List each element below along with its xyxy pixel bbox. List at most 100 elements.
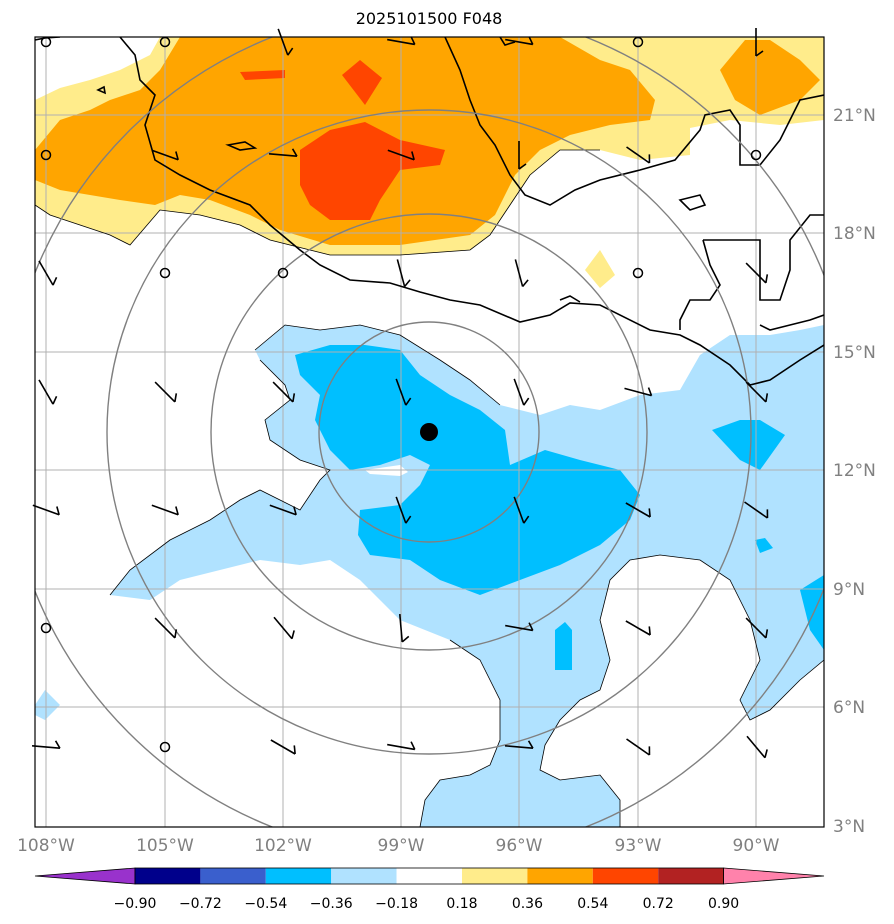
colorbar-tick: 0.54 [577,896,608,912]
lat-label: 21°N [833,106,876,126]
field-positive-light-spot [585,250,615,288]
wind-barb-icon [32,504,60,516]
colorbar-low-extend [34,867,136,885]
plot-frame [34,36,825,828]
lat-label: 6°N [833,698,865,718]
field-positive-high-3 [240,70,285,80]
colorbar-segment [135,868,201,884]
field-negative-mid-small [555,622,572,670]
wind-barb-icon [387,36,416,46]
wind-barb-icon [518,141,527,170]
wind-barb-icon [154,617,178,639]
field-negative-mid-dot [755,538,773,553]
colorbar-segment [658,868,724,884]
wind-barb-icon [626,146,651,164]
lon-label: 96°W [496,836,543,856]
colorbar-segment [200,868,266,884]
lat-label: 9°N [833,580,865,600]
lon-label: 102°W [254,836,312,856]
wind-barb-icon [745,381,769,403]
colorbar-tick: 0.36 [512,896,543,912]
colorbar-tick: 0.72 [643,896,674,912]
lat-label: 18°N [833,224,876,244]
colorbar-segment [265,868,332,884]
colorbar-segment [462,868,528,884]
wind-barbs [31,28,769,759]
colorbar: −0.90 −0.72 −0.54 −0.36 −0.18 0.18 0.36 … [34,867,825,912]
colorbar-outline [134,867,724,885]
colorbar-tick: 0.90 [708,896,739,912]
field-negative-mid-east [712,420,785,470]
wind-barb-icon [38,379,58,405]
colorbar-tick: −0.90 [114,896,157,912]
wind-barb-icon [505,622,534,632]
wind-barb-icon [745,262,769,284]
wind-barb-icon [744,501,769,519]
wind-barb-icon [395,496,412,524]
wind-barb-icon [269,504,297,516]
lat-label: 15°N [833,343,876,363]
field-negative-mid-se [800,575,824,650]
colorbar-segment [396,868,462,884]
field-contours [35,149,824,827]
calm-icon [277,267,289,279]
lat-label: 12°N [833,461,876,481]
wind-barb-icon [625,502,651,518]
latitude-labels: 21°N 18°N 15°N 12°N 9°N 6°N 3°N [833,106,876,837]
wind-barb-icon [151,149,179,161]
map-title: 2025101500 F048 [355,9,503,28]
wind-barb-icon [513,496,530,524]
lon-label: 108°W [17,836,75,856]
colorbar-tick: −0.36 [310,896,353,912]
lon-label: 105°W [136,836,194,856]
lon-label: 93°W [615,836,662,856]
colorbar-segment [592,868,659,884]
shaded-field [35,37,824,827]
wind-barb-icon [38,260,58,286]
field-positive-high-2 [342,60,382,105]
wind-barb-icon [270,739,296,755]
wind-barb-icon [395,378,412,406]
colorbar-segment [527,868,593,884]
wind-barb-icon [387,149,415,161]
wind-barb-icon [513,378,530,406]
wind-barb-icon [273,616,295,640]
storm-center-marker [420,423,438,441]
colorbar-segment [331,868,397,884]
wind-barb-icon [504,740,534,750]
calm-icon [159,267,171,279]
lon-label: 90°W [733,836,780,856]
wind-barb-icon [268,148,298,158]
calm-icon [632,267,644,279]
calm-icon [40,149,52,161]
field-negative-light-west [35,690,60,720]
range-rings [35,37,824,827]
wind-barb-icon [396,259,411,288]
field-positive-mid-east [720,40,820,115]
wind-barb-icon [387,741,416,751]
colorbar-tick: 0.18 [446,896,477,912]
wind-barb-icon [151,504,179,516]
longitude-labels: 108°W 105°W 102°W 99°W 96°W 93°W 90°W [17,836,780,856]
wind-barb-icon [514,259,529,288]
wind-barb-icon [624,387,653,397]
wind-barb-icon [755,28,764,57]
wind-barb-icon [277,28,294,56]
colorbar-tick: −0.72 [179,896,222,912]
wind-barb-icon [505,36,534,46]
wind-barb-icon [31,740,61,750]
wind-barb-icon [398,613,410,643]
wind-barb-icon [154,381,178,403]
calm-icon [750,149,762,161]
calm-icon [159,741,171,753]
lon-label: 99°W [378,836,425,856]
field-positive-high [300,122,445,220]
wind-barb-icon [626,738,651,756]
lat-label: 3°N [833,817,865,837]
colorbar-high-extend [723,867,825,885]
wind-barb-icon [746,735,768,759]
wind-barb-icon [625,620,651,636]
colorbar-tick: −0.18 [375,896,418,912]
wind-barb-icon [272,381,296,403]
